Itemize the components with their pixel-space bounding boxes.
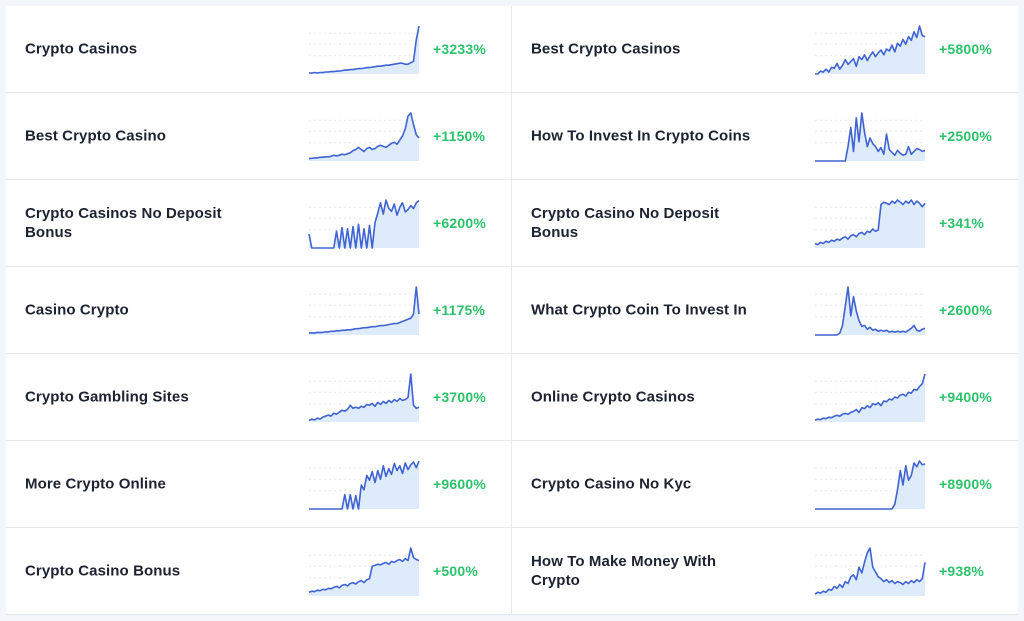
growth-percentage: +341% [939,215,984,231]
keyword-row[interactable]: How To Make Money With Crypto +938% [512,528,1018,615]
sparkline-line [814,547,926,595]
keyword-label[interactable]: How To Make Money With Crypto [531,553,717,589]
growth-percentage: +9600% [433,476,486,492]
keyword-row[interactable]: Online Crypto Casinos +9400% [512,354,1018,441]
trend-sparkline [815,460,926,510]
sparkline-line [815,286,926,336]
growth-percentage: +500% [433,563,478,579]
keyword-row[interactable]: Casino Crypto +1175% [6,267,512,354]
growth-percentage: +1150% [433,128,486,144]
sparkline-area [815,374,925,422]
sparkline-line [814,373,926,421]
keyword-row[interactable]: Crypto Casino No Kyc +8900% [512,441,1018,528]
keyword-label[interactable]: Best Crypto Casinos [531,40,681,58]
sparkline-line [814,199,926,246]
growth-percentage: +9400% [939,389,992,405]
growth-percentage: +3233% [433,41,486,57]
keyword-row[interactable]: Crypto Casinos No Deposit Bonus +6200% [6,180,512,267]
growth-percentage: +2500% [939,128,992,144]
keyword-row[interactable]: Crypto Casinos +3233% [6,6,512,93]
sparkline-area [309,113,419,161]
growth-percentage: +2600% [939,302,992,318]
keyword-label[interactable]: Crypto Casino No Kyc [531,475,692,493]
sparkline-area [309,374,419,422]
sparkline-area [815,26,925,74]
sparkline-line [308,547,420,593]
growth-percentage: +6200% [433,215,486,231]
sparkline-area [815,461,925,509]
sparkline-area [815,200,925,248]
sparkline-line [815,25,926,75]
trend-sparkline [308,547,420,596]
keyword-row[interactable]: Crypto Gambling Sites +3700% [6,354,512,441]
trend-sparkline [815,286,926,336]
sparkline-line [815,460,926,510]
keyword-label[interactable]: More Crypto Online [25,475,166,493]
trend-sparkline [309,460,420,510]
keyword-label[interactable]: Crypto Casinos [25,40,138,58]
sparkline-line [309,286,420,334]
sparkline-area [815,113,925,161]
keyword-trends-grid: Crypto Casinos +3233% Best Crypto Casinos +… [6,6,1018,615]
keyword-label[interactable]: Best Crypto Casino [25,127,166,145]
trend-sparkline [309,286,420,335]
keyword-row[interactable]: Crypto Casino Bonus +500% [6,528,512,615]
keyword-label[interactable]: Casino Crypto [25,301,129,319]
keyword-label[interactable]: Crypto Casino No Deposit Bonus [531,205,720,241]
sparkline-area [815,287,925,335]
sparkline-line [815,112,926,162]
sparkline-area [815,548,925,596]
trend-sparkline [814,547,926,596]
growth-percentage: +1175% [433,302,486,318]
trend-sparkline [309,112,420,161]
keyword-row[interactable]: Best Crypto Casinos +5800% [512,6,1018,93]
keyword-row[interactable]: What Crypto Coin To Invest In +2600% [512,267,1018,354]
keyword-row[interactable]: More Crypto Online +9600% [6,441,512,528]
growth-percentage: +3700% [433,389,486,405]
keyword-label[interactable]: Crypto Gambling Sites [25,388,189,406]
sparkline-area [309,461,419,509]
sparkline-line [309,25,420,74]
keyword-row[interactable]: Crypto Casino No Deposit Bonus +341% [512,180,1018,267]
trend-sparkline [814,373,926,422]
sparkline-line [308,373,420,422]
trend-sparkline [308,373,420,422]
sparkline-area [309,287,419,335]
keyword-label[interactable]: Crypto Casino Bonus [25,562,181,580]
growth-percentage: +938% [939,563,984,579]
keyword-row[interactable]: Best Crypto Casino +1150% [6,93,512,180]
trend-sparkline [308,199,420,249]
trend-sparkline [815,112,926,162]
trend-sparkline [815,25,926,75]
sparkline-area [309,548,419,596]
keyword-label[interactable]: Online Crypto Casinos [531,388,695,406]
keyword-label[interactable]: Crypto Casinos No Deposit Bonus [25,205,222,241]
trend-sparkline [814,199,926,248]
trend-sparkline [309,25,420,74]
growth-percentage: +5800% [939,41,992,57]
keyword-label[interactable]: How To Invest In Crypto Coins [531,127,751,145]
sparkline-line [309,112,420,160]
sparkline-line [309,460,420,510]
sparkline-line [308,199,420,249]
keyword-row[interactable]: How To Invest In Crypto Coins +2500% [512,93,1018,180]
growth-percentage: +8900% [939,476,992,492]
keyword-label[interactable]: What Crypto Coin To Invest In [531,301,747,319]
sparkline-area [309,26,419,74]
